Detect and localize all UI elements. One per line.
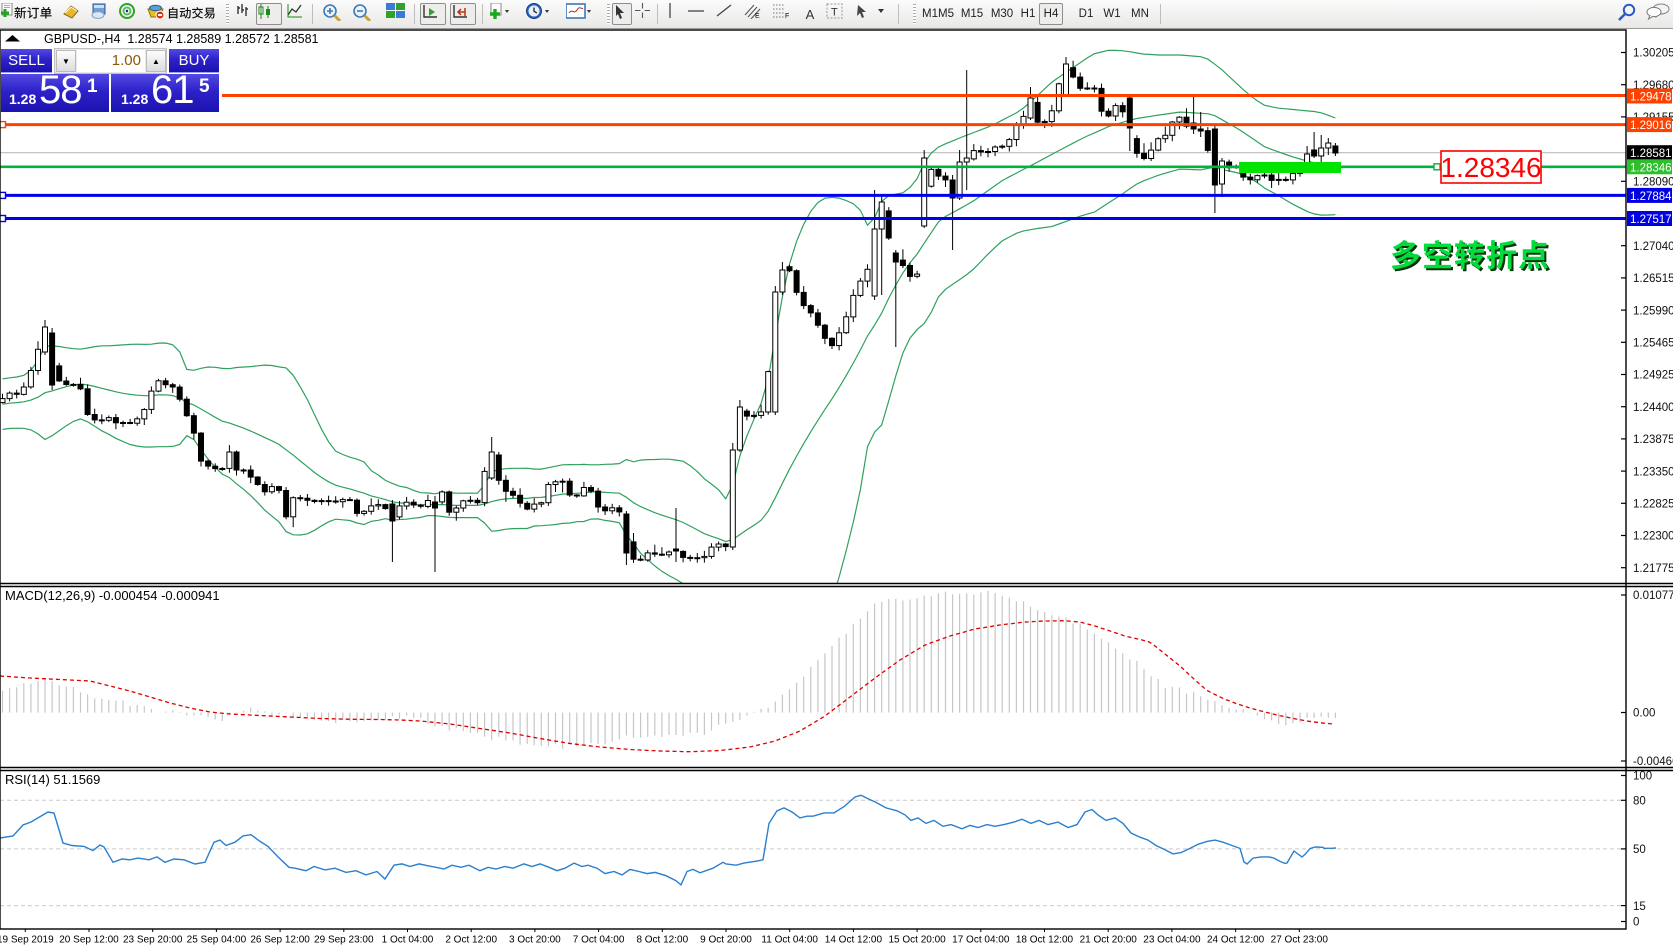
svg-text:17 Oct 04:00: 17 Oct 04:00 xyxy=(952,935,1010,946)
svg-text:1.24925: 1.24925 xyxy=(1633,370,1673,382)
svg-text:14 Oct 12:00: 14 Oct 12:00 xyxy=(825,935,883,946)
svg-text:25 Sep 04:00: 25 Sep 04:00 xyxy=(187,935,247,946)
svg-text:0.00: 0.00 xyxy=(1633,708,1655,720)
svg-text:20 Sep 12:00: 20 Sep 12:00 xyxy=(59,935,119,946)
svg-text:2 Oct 12:00: 2 Oct 12:00 xyxy=(445,935,497,946)
svg-text:8 Oct 12:00: 8 Oct 12:00 xyxy=(636,935,688,946)
svg-text:19 Sep 2019: 19 Sep 2019 xyxy=(0,935,54,946)
svg-text:15: 15 xyxy=(1633,901,1646,913)
svg-text:1.27884: 1.27884 xyxy=(1630,191,1672,203)
svg-text:3 Oct 20:00: 3 Oct 20:00 xyxy=(509,935,561,946)
svg-text:MACD(12,26,9) -0.000454 -0.000: MACD(12,26,9) -0.000454 -0.000941 xyxy=(5,588,220,603)
svg-text:1.27040: 1.27040 xyxy=(1633,241,1673,253)
svg-text:27 Oct 23:00: 27 Oct 23:00 xyxy=(1271,935,1329,946)
svg-text:-0.004668: -0.004668 xyxy=(1633,756,1673,768)
svg-text:11 Oct 04:00: 11 Oct 04:00 xyxy=(761,935,818,946)
svg-text:1.25465: 1.25465 xyxy=(1633,338,1673,350)
svg-text:80: 80 xyxy=(1633,796,1646,808)
svg-text:21 Oct 20:00: 21 Oct 20:00 xyxy=(1080,935,1138,946)
svg-text:24 Oct 12:00: 24 Oct 12:00 xyxy=(1207,935,1265,946)
svg-text:9 Oct 20:00: 9 Oct 20:00 xyxy=(700,935,752,946)
svg-text:1.22825: 1.22825 xyxy=(1633,499,1673,511)
svg-text:15 Oct 20:00: 15 Oct 20:00 xyxy=(888,935,946,946)
svg-text:RSI(14) 51.1569: RSI(14) 51.1569 xyxy=(5,772,100,787)
svg-text:1.28581: 1.28581 xyxy=(1630,148,1672,160)
svg-text:1.25990: 1.25990 xyxy=(1633,305,1673,317)
svg-text:1.21775: 1.21775 xyxy=(1633,563,1673,575)
svg-text:1 Oct 04:00: 1 Oct 04:00 xyxy=(382,935,434,946)
svg-text:1.29478: 1.29478 xyxy=(1630,92,1672,104)
svg-text:1.28346: 1.28346 xyxy=(1630,162,1672,174)
svg-text:50: 50 xyxy=(1633,844,1646,856)
svg-text:1.29016: 1.29016 xyxy=(1630,120,1672,132)
svg-text:1.24400: 1.24400 xyxy=(1633,402,1673,414)
svg-text:26 Sep 12:00: 26 Sep 12:00 xyxy=(250,935,310,946)
svg-text:1.30205: 1.30205 xyxy=(1633,48,1673,60)
svg-text:29 Sep 23:00: 29 Sep 23:00 xyxy=(314,935,374,946)
svg-text:100: 100 xyxy=(1633,771,1652,783)
svg-text:23 Sep 20:00: 23 Sep 20:00 xyxy=(123,935,183,946)
svg-text:1.27517: 1.27517 xyxy=(1630,214,1672,226)
svg-text:7 Oct 04:00: 7 Oct 04:00 xyxy=(573,935,625,946)
svg-text:GBPUSD-,H4 1.28574 1.28589 1.: GBPUSD-,H4 1.28574 1.28589 1.28572 1.285… xyxy=(44,32,319,46)
svg-text:T: T xyxy=(831,7,838,19)
svg-text:1.28090: 1.28090 xyxy=(1633,177,1673,189)
svg-text:1.23875: 1.23875 xyxy=(1633,434,1673,446)
svg-text:F: F xyxy=(785,13,789,19)
svg-text:18 Oct 12:00: 18 Oct 12:00 xyxy=(1016,935,1074,946)
svg-text:1.26515: 1.26515 xyxy=(1633,273,1673,285)
svg-text:0.010775: 0.010775 xyxy=(1633,590,1673,602)
svg-text:1.22300: 1.22300 xyxy=(1633,531,1673,543)
svg-text:0: 0 xyxy=(1633,917,1639,929)
svg-text:1.23350: 1.23350 xyxy=(1633,466,1673,478)
svg-text:23 Oct 04:00: 23 Oct 04:00 xyxy=(1143,935,1201,946)
svg-text:1.28346: 1.28346 xyxy=(1440,152,1541,183)
svg-text:E: E xyxy=(755,13,760,19)
